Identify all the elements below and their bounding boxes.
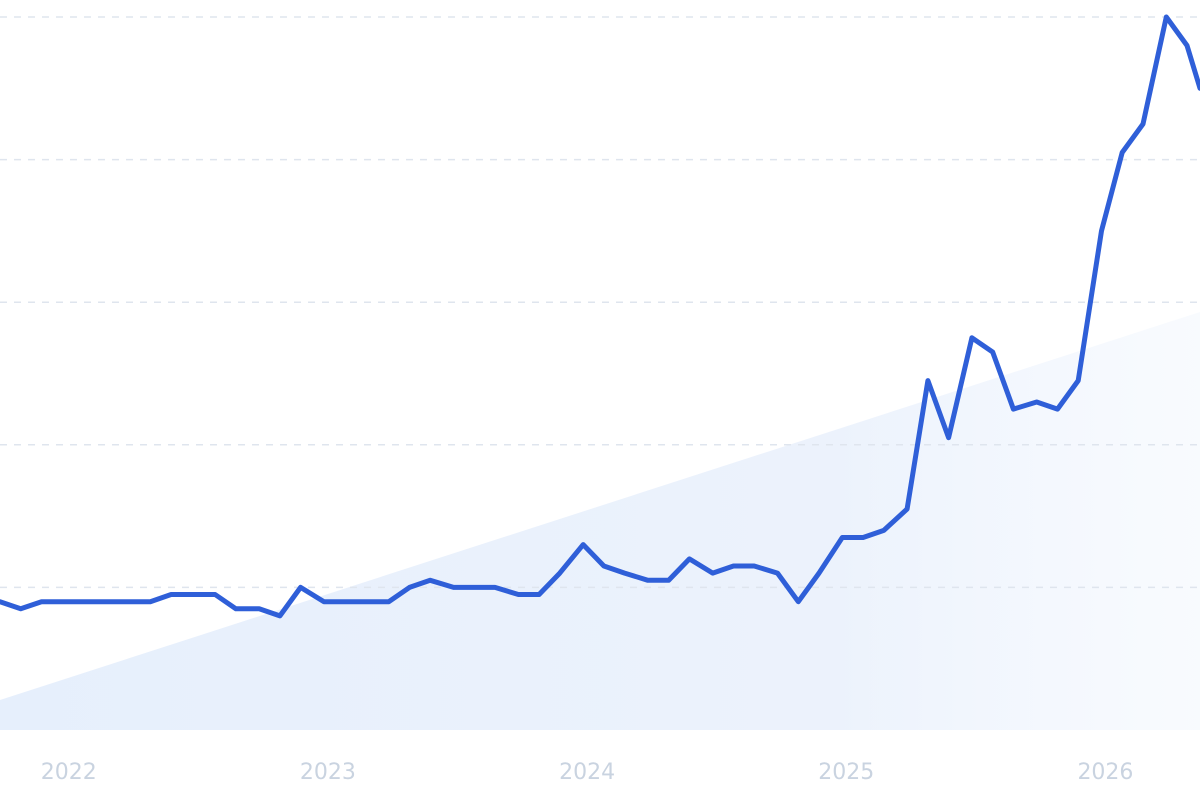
x-tick-label: 2026: [1077, 760, 1133, 785]
x-tick-label: 2025: [818, 760, 874, 785]
x-tick-label: 2023: [300, 760, 356, 785]
x-tick-label: 2022: [41, 760, 97, 785]
gridlines: [0, 16, 1200, 589]
x-tick-label: 2024: [559, 760, 615, 785]
x-axis-tick-labels: 2022 2023 2024 2025 2026: [41, 760, 1134, 785]
series-line: [0, 14, 1200, 619]
background-trend-area: [0, 312, 1200, 730]
